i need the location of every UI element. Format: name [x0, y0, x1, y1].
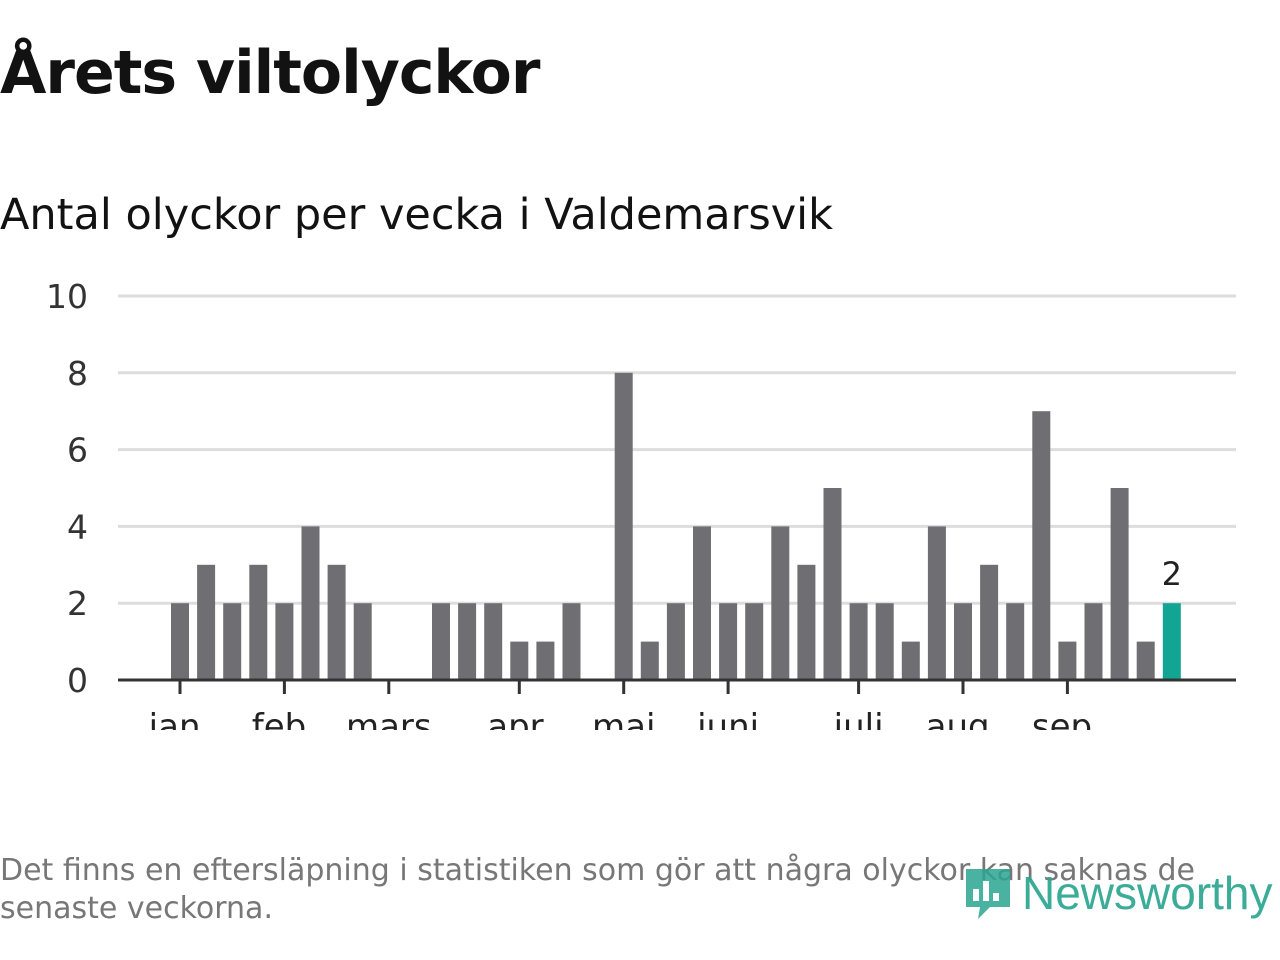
x-tick-label-feb: feb. [252, 707, 317, 730]
newsworthy-logo: Newsworthy [962, 858, 1273, 928]
bar-week-27 [849, 603, 868, 680]
newsworthy-logo-icon [966, 869, 1010, 919]
bar-week-23 [745, 603, 764, 680]
bar-week-33 [1006, 603, 1025, 680]
bar-week-32 [980, 564, 999, 680]
chart-title: Årets viltolyckor [0, 38, 540, 108]
x-tick-label-jan: jan. [148, 707, 212, 730]
bar-week-1 [171, 603, 189, 680]
bar-week-16 [562, 603, 581, 680]
last-value-label: 2 [1162, 555, 1182, 593]
bar-week-21 [693, 526, 711, 680]
bar-week-39 [1162, 603, 1181, 680]
bar-week-15 [536, 641, 555, 680]
bar-week-8 [353, 603, 372, 680]
bar-week-28 [875, 603, 894, 680]
x-tick-label-aug: aug. [926, 707, 1001, 730]
bar-week-4 [249, 564, 268, 680]
bar-week-7 [327, 564, 346, 680]
chart-subtitle: Antal olyckor per vecka i Valdemarsvik [0, 190, 834, 240]
y-tick-label-6: 6 [67, 431, 88, 470]
x-tick-label-sep: sep. [1032, 707, 1103, 730]
bar-week-37 [1110, 488, 1129, 680]
bars [171, 372, 1181, 680]
bar-week-26 [823, 488, 842, 680]
x-tick-label-juli: juli [833, 707, 884, 730]
bar-week-24 [771, 526, 790, 680]
y-tick-label-2: 2 [67, 584, 88, 623]
bar-week-22 [719, 603, 738, 680]
bar-week-2 [197, 564, 216, 680]
bar-week-20 [666, 603, 685, 680]
bar-week-5 [275, 603, 294, 680]
data-labels: 2 [1162, 555, 1182, 593]
bar-week-12 [458, 603, 477, 680]
bar-week-11 [432, 603, 450, 680]
bar-week-34 [1032, 411, 1051, 680]
bar-week-36 [1084, 603, 1103, 680]
y-tick-label-4: 4 [67, 507, 88, 546]
bar-week-6 [301, 526, 320, 680]
y-tick-label-8: 8 [67, 354, 88, 393]
bar-chart: 0 2 4 6 8 10 jan. feb. mars apr. maj juni juli aug. s… [46, 277, 1236, 730]
y-tick-label-10: 10 [46, 277, 88, 316]
bar-week-19 [640, 641, 659, 680]
x-axis-ticks: jan. feb. mars apr. maj juni juli aug. sep. [148, 680, 1103, 730]
grid-lines [118, 294, 1236, 605]
bar-week-14 [510, 641, 529, 680]
bar-week-31 [954, 603, 972, 680]
x-tick-label-mars: mars [346, 707, 432, 730]
bar-week-3 [223, 603, 242, 680]
x-tick-label-maj: maj [592, 707, 655, 730]
y-tick-label-0: 0 [67, 661, 88, 700]
bar-week-13 [484, 603, 503, 680]
bar-week-35 [1058, 641, 1077, 680]
y-axis-ticks: 0 2 4 6 8 10 [46, 277, 88, 700]
newsworthy-logo-text: Newsworthy [1022, 867, 1273, 919]
bar-week-25 [797, 564, 816, 680]
bar-week-38 [1136, 641, 1155, 680]
x-tick-label-apr: apr. [487, 707, 551, 730]
bar-week-30 [927, 526, 946, 680]
x-tick-label-juni: juni [696, 707, 759, 730]
bar-week-18 [614, 372, 633, 680]
bar-week-29 [901, 641, 920, 680]
